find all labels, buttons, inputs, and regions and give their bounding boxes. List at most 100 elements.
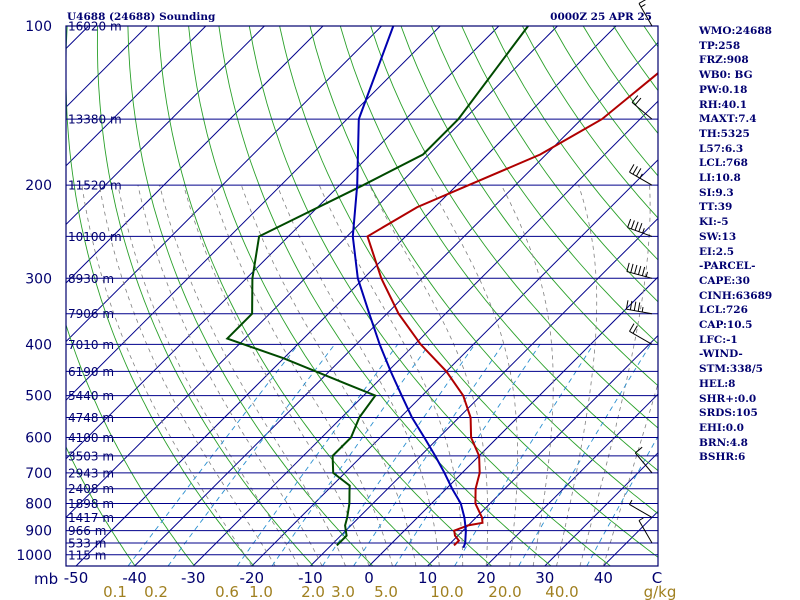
dewpoint-profile-line [225, 26, 529, 547]
moist-adiabat-line [603, 382, 658, 566]
sounding-index-item: STM:338/5 [699, 363, 763, 376]
mixing-ratio-line [167, 344, 336, 566]
sounding-index-item: SHR+:0.0 [699, 392, 757, 405]
dry-adiabat-line [461, 26, 658, 303]
moist-adiabat-line [556, 185, 598, 566]
moist-adiabat-line [318, 185, 464, 566]
sounding-index-item: CAP:10.5 [699, 319, 753, 332]
moist-adiabat-line [369, 185, 489, 566]
chart-time-label: 0000Z 25 APR 25 [550, 11, 652, 23]
height-label: 533 m [68, 537, 106, 551]
pressure-tick-label: 700 [25, 466, 52, 482]
height-label: 4748 m [68, 411, 114, 425]
height-label: 7010 m [68, 338, 114, 352]
temperature-tick-label: -50 [64, 569, 89, 587]
pressure-unit-label: mb [34, 570, 58, 588]
pressure-tick-label: 300 [25, 271, 52, 287]
pressure-tick-label: 100 [25, 19, 52, 35]
height-label: 115 m [68, 548, 106, 562]
moist-adiabat-line [579, 185, 651, 566]
moist-adiabat-line [429, 185, 518, 566]
sounding-index-item: TP:258 [699, 39, 741, 52]
temperature-tick-label: -20 [240, 569, 265, 587]
dry-adiabat-line [248, 26, 611, 566]
temperature-tick-label: -40 [122, 569, 147, 587]
dry-adiabat-line [218, 26, 552, 566]
temperature-tick-label: -30 [181, 569, 206, 587]
dry-adiabat-line [66, 445, 136, 566]
isotherm-line [310, 217, 658, 566]
mixing-ratio-tick-label: 10.0 [430, 583, 463, 600]
isotherm-line [66, 26, 265, 226]
mixing-ratio-tick-label: 40.0 [545, 583, 578, 600]
dry-adiabat-line [430, 26, 658, 345]
mixing-ratio-line [127, 344, 299, 566]
wind-barb [629, 164, 653, 186]
height-label: 8930 m [68, 272, 114, 286]
thermo-grid [66, 26, 658, 566]
temperature-tick-label: 20 [477, 569, 496, 587]
height-label: 1898 m [68, 497, 114, 511]
pressure-tick-label: 400 [25, 337, 52, 353]
isotherm-line [485, 393, 658, 566]
pressure-tick-label: 800 [25, 497, 52, 513]
sounding-index-item: TH:5325 [699, 127, 750, 140]
wind-barb [627, 218, 653, 237]
sounding-index-item: L57:6.3 [699, 142, 744, 155]
sounding-index-item: FRZ:908 [699, 54, 749, 67]
mixing-ratio-line [271, 344, 430, 566]
temperature-tick-label: 30 [535, 569, 554, 587]
sounding-profiles [225, 26, 658, 549]
height-label: 6190 m [68, 365, 114, 379]
height-label: 11520 m [68, 179, 122, 193]
mixing-ratio-line [322, 344, 476, 566]
sounding-index-item: WMO:24688 [699, 25, 772, 37]
height-label: 4100 m [68, 431, 114, 445]
dry-adiabat-line [188, 26, 492, 566]
sounding-index-item: SW:13 [699, 230, 737, 243]
height-labels: 16020 m 13380 m 11520 m 10100 m 8930 m 7906 m… [68, 20, 122, 563]
height-label: 13380 m [68, 113, 122, 127]
height-label: 10100 m [68, 230, 122, 244]
mixing-ratio-tick-label: 0.2 [144, 583, 168, 600]
moist-adiabat-line [117, 185, 300, 566]
wind-barb [634, 446, 653, 474]
wind-barb [638, 0, 653, 27]
dry-adiabat-line [491, 26, 658, 261]
sounding-index-item: PW:0.18 [699, 83, 748, 96]
wind-barbs [625, 0, 653, 544]
sounding-index-item: LFC:-1 [699, 333, 738, 346]
temperature-tick-label: -10 [298, 569, 323, 587]
pressure-tick-label: 200 [25, 178, 52, 194]
pressure-tick-labels: 100 200 300 400 500 600 700 800 900 1000 [16, 19, 52, 564]
sounding-indices-panel: WMO:24688 TP:258 FRZ:908 WB0: BG PW:0.18 RH:4… [699, 24, 799, 465]
isotherm-line [66, 26, 500, 460]
sounding-index-item: KI:-5 [699, 216, 729, 229]
moist-adiabat-line [159, 185, 346, 566]
height-label: 1417 m [68, 511, 114, 525]
wind-barb [638, 517, 653, 544]
wind-barb [631, 95, 653, 120]
isotherm-line [66, 26, 207, 167]
sounding-index-item: HEL:8 [699, 377, 736, 390]
mixing-ratio-tick-label: 5.0 [374, 583, 398, 600]
sounding-index-item: LCL:726 [699, 304, 748, 317]
mixing-ratio-line [236, 344, 399, 566]
sounding-index-item: CINH:63689 [699, 289, 773, 302]
wind-barb [629, 499, 653, 518]
temperature-tick-label: C [652, 569, 662, 587]
pressure-tick-label: 900 [25, 524, 52, 540]
isotherm-line [66, 26, 441, 401]
sounding-index-item: SI:9.3 [699, 186, 734, 199]
mixing-ratio-tick-label: 1.0 [249, 583, 273, 600]
dry-adiabat-line [309, 26, 658, 515]
mixing-ratio-tick-label: 0.1 [103, 583, 127, 600]
height-label: 16020 m [68, 20, 122, 34]
mixing-ratio-tick-labels: 0.1 0.2 0.6 1.0 2.0 3.0 5.0 10.0 20.0 40.0 g/kg [103, 583, 676, 600]
plot-frame [65, 25, 659, 567]
isotherm-line [368, 276, 658, 566]
sounding-index-item: TT:39 [699, 201, 733, 214]
dry-adiabat-line [127, 26, 374, 566]
isotherm-line [427, 334, 658, 566]
